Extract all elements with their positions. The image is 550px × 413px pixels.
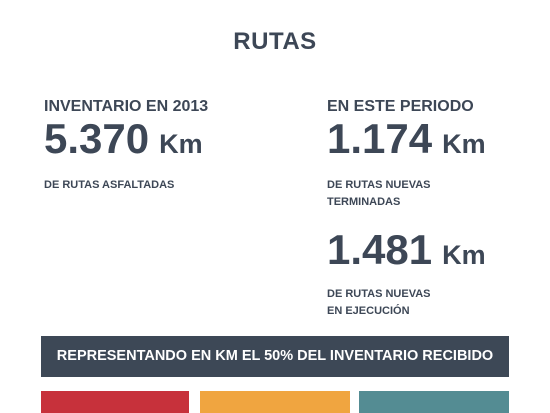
finished-unit: Km [442,129,486,159]
period-in-progress-block: 1.481 Km DE RUTAS NUEVAS EN EJECUCIÓN [327,227,486,320]
finished-description-line2: TERMINADAS [327,196,401,208]
period-heading: EN ESTE PERIODO [327,98,474,115]
in-progress-number: 1.481 [327,226,433,273]
inventory-unit: Km [159,129,203,159]
in-progress-unit: Km [442,240,486,270]
finished-description-line1: DE RUTAS NUEVAS [327,179,431,191]
finished-number: 1.174 [327,115,433,162]
in-progress-description-line2: EN EJECUCIÓN [327,305,410,317]
red-color-bar [41,391,189,413]
summary-banner: REPRESENTANDO EN KM EL 50% DEL INVENTARI… [41,336,509,377]
in-progress-description: DE RUTAS NUEVAS EN EJECUCIÓN [327,286,486,320]
finished-value: 1.174 Km [327,118,486,165]
teal-color-bar [359,391,509,413]
inventory-block: INVENTARIO EN 2013 5.370 Km DE RUTAS ASFA… [44,98,208,194]
in-progress-description-line1: DE RUTAS NUEVAS [327,288,431,300]
finished-description: DE RUTAS NUEVAS TERMINADAS [327,177,486,211]
orange-color-bar [200,391,350,413]
inventory-number: 5.370 [44,115,150,162]
inventory-heading: INVENTARIO EN 2013 [44,98,209,115]
in-progress-value: 1.481 Km [327,229,486,276]
inventory-description: DE RUTAS ASFALTADAS [44,179,175,191]
page-title: RUTAS [233,28,317,55]
period-finished-block: EN ESTE PERIODO 1.174 Km DE RUTAS NUEVAS … [327,98,486,211]
inventory-value: 5.370 Km [44,118,208,165]
